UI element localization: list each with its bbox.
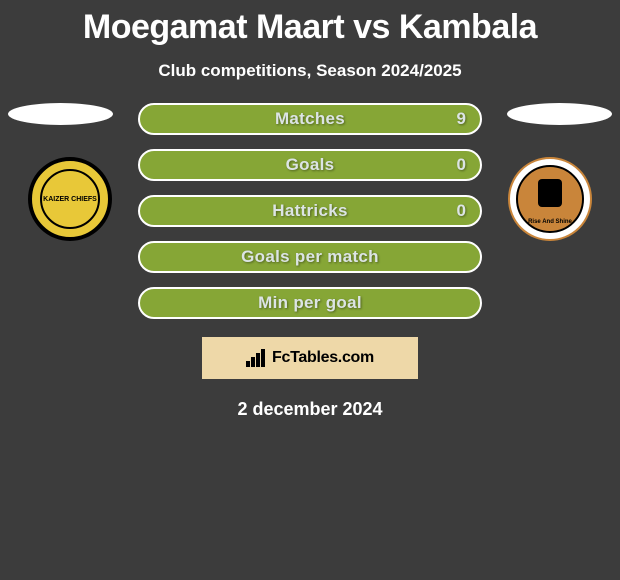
stat-label: Min per goal [258, 293, 362, 313]
stat-row-matches: Matches 9 [138, 103, 482, 135]
subtitle: Club competitions, Season 2024/2025 [0, 61, 620, 81]
stat-label: Goals [286, 155, 335, 175]
brand-text: FcTables.com [272, 349, 374, 367]
stat-value: 0 [457, 201, 466, 221]
stat-value: 9 [457, 109, 466, 129]
team-badge-left: KAIZER CHIEFS [28, 157, 112, 241]
player-left-ellipse [8, 103, 113, 125]
stat-row-hattricks: Hattricks 0 [138, 195, 482, 227]
stat-row-goals-per-match: Goals per match [138, 241, 482, 273]
stat-label: Goals per match [241, 247, 379, 267]
date-text: 2 december 2024 [0, 399, 620, 420]
stat-row-min-per-goal: Min per goal [138, 287, 482, 319]
team-badge-left-label: KAIZER CHIEFS [40, 169, 100, 229]
team-badge-right-label: Rise And Shine [516, 165, 584, 233]
brand-box: FcTables.com [202, 337, 418, 379]
stat-value: 0 [457, 155, 466, 175]
stat-label: Matches [275, 109, 345, 129]
comparison-content: KAIZER CHIEFS Rise And Shine Matches 9 G… [0, 103, 620, 420]
stats-bars: Matches 9 Goals 0 Hattricks 0 Goals per … [138, 103, 482, 319]
comparison-title: Moegamat Maart vs Kambala [0, 0, 620, 47]
brand-chart-icon [246, 349, 268, 367]
team-badge-right: Rise And Shine [508, 157, 592, 241]
stat-label: Hattricks [272, 201, 347, 221]
player-right-ellipse [507, 103, 612, 125]
stat-row-goals: Goals 0 [138, 149, 482, 181]
